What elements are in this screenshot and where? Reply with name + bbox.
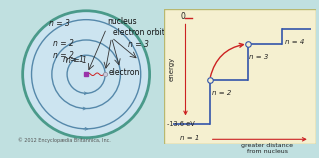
Circle shape <box>23 11 150 138</box>
Text: n = 3: n = 3 <box>49 19 70 28</box>
Text: n = 2: n = 2 <box>212 90 232 96</box>
FancyBboxPatch shape <box>164 9 316 144</box>
Text: nucleus: nucleus <box>108 17 137 26</box>
Text: n = 1: n = 1 <box>180 135 200 141</box>
Text: electron orbits: electron orbits <box>113 28 169 37</box>
Text: n = 1: n = 1 <box>63 55 84 64</box>
Text: electron: electron <box>109 68 140 77</box>
Text: energy: energy <box>169 57 175 81</box>
Text: © 2012 Encyclopædia Britannica, Inc.: © 2012 Encyclopædia Britannica, Inc. <box>18 137 110 143</box>
Text: greater distance
from nucleus: greater distance from nucleus <box>241 143 293 154</box>
Text: n = 4: n = 4 <box>285 39 304 45</box>
Text: -13.6 eV: -13.6 eV <box>167 121 195 127</box>
Text: n = 3: n = 3 <box>128 40 149 49</box>
Text: n = 2: n = 2 <box>53 39 74 48</box>
Text: n = 1: n = 1 <box>66 57 87 66</box>
Text: 0: 0 <box>180 12 185 21</box>
Text: n = 3: n = 3 <box>249 54 268 60</box>
Text: n = 2: n = 2 <box>53 51 74 60</box>
